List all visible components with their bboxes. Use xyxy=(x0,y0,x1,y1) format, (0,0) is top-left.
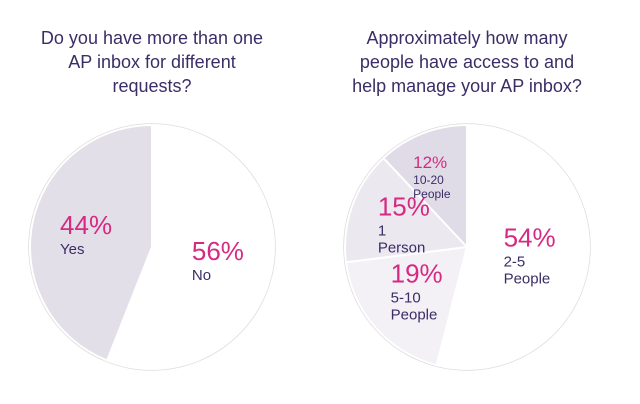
chart-title: Approximately how many people have acces… xyxy=(352,28,582,96)
value-label: 44% xyxy=(60,210,113,241)
pie-slice xyxy=(105,123,275,370)
slice-label: 54% 2-5 People xyxy=(504,223,564,288)
category-label: 5-10 People xyxy=(390,289,438,324)
pie-slice xyxy=(29,123,153,362)
value-label: 19% xyxy=(390,258,443,289)
category-label: 1 Person xyxy=(377,222,426,257)
value-label: 15% xyxy=(377,191,430,222)
category-label: Yes xyxy=(60,241,85,259)
value-label: 56% xyxy=(191,235,244,266)
chart-title: Do you have more than one AP inbox for d… xyxy=(40,28,264,96)
category-label: No xyxy=(191,266,212,284)
category-label: 10-20 People xyxy=(413,172,451,201)
pie-slice xyxy=(344,156,470,264)
pie-slice xyxy=(382,123,468,250)
pie-slice xyxy=(435,123,590,370)
slice-label: 15% 1 Person xyxy=(378,192,430,257)
slice-label: 56% No xyxy=(192,236,244,284)
category-label: 2-5 People xyxy=(503,253,551,288)
slice-label: 44% Yes xyxy=(60,210,112,258)
slice-label: 12% 10-20 People xyxy=(413,153,465,201)
slice-label: 19% 5-10 People xyxy=(391,259,443,324)
pie-slice xyxy=(344,245,469,367)
value-label: 12% xyxy=(413,152,448,172)
value-label: 54% xyxy=(503,222,556,253)
